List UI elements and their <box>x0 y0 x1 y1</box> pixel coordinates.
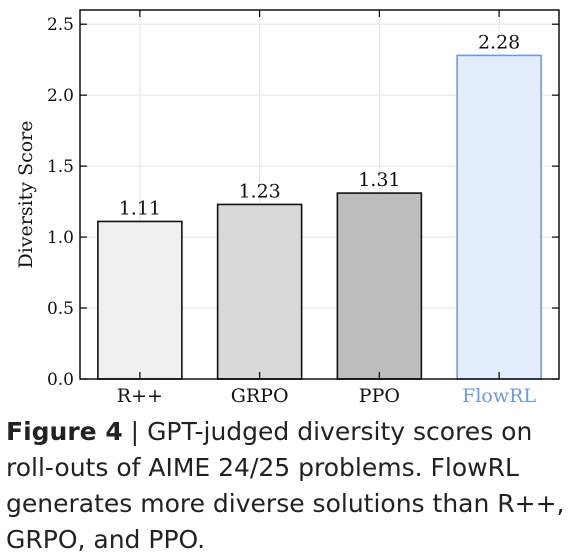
x-tick-label: R++ <box>117 385 163 407</box>
bar-ppo <box>336 192 423 380</box>
chart-svg: 0.0 0.5 1.0 1.5 2.0 2.5 R++ GRPO PPO FlowRL 1.11 1.… <box>15 9 560 407</box>
x-tick-label: FlowRL <box>462 385 536 407</box>
chart-labels: 0.0 0.5 1.0 1.5 2.0 2.5 R++ GRPO PPO FlowRL 1.11 1.… <box>15 15 536 407</box>
x-tick-label: PPO <box>359 385 400 407</box>
y-tick-label: 1.0 <box>47 228 74 248</box>
y-tick-label: 2.5 <box>47 15 74 35</box>
y-tick-label: 0.5 <box>47 299 74 319</box>
bar-value-label: 2.28 <box>478 31 520 53</box>
bar-rrpp <box>97 220 183 380</box>
bar-value-label: 1.11 <box>119 197 161 219</box>
figure-label: Figure 4 <box>6 417 123 446</box>
bar-flowrl <box>456 54 542 380</box>
caption-separator: | <box>122 417 148 446</box>
y-tick-label: 1.5 <box>47 157 74 177</box>
plot-frame <box>79 9 560 380</box>
figure-caption: Figure 4 | GPT-judged diversity scores o… <box>6 414 576 558</box>
bar-grpo <box>216 203 303 380</box>
y-tick-label: 0.0 <box>47 370 74 390</box>
bar-value-label: 1.31 <box>358 169 400 191</box>
bars <box>97 54 542 380</box>
x-tick-label: GRPO <box>231 385 289 407</box>
y-axis-ticks <box>80 10 559 380</box>
caption-text: GPT-judged diversity scores on roll-outs… <box>6 417 565 554</box>
y-tick-label: 2.0 <box>47 86 74 106</box>
y-axis-label: Diversity Score <box>15 120 37 268</box>
bar-chart: 0.0 0.5 1.0 1.5 2.0 2.5 R++ GRPO PPO FlowRL 1.11 1.… <box>15 9 560 407</box>
plot-border <box>79 9 560 380</box>
bar-value-label: 1.23 <box>238 180 280 202</box>
